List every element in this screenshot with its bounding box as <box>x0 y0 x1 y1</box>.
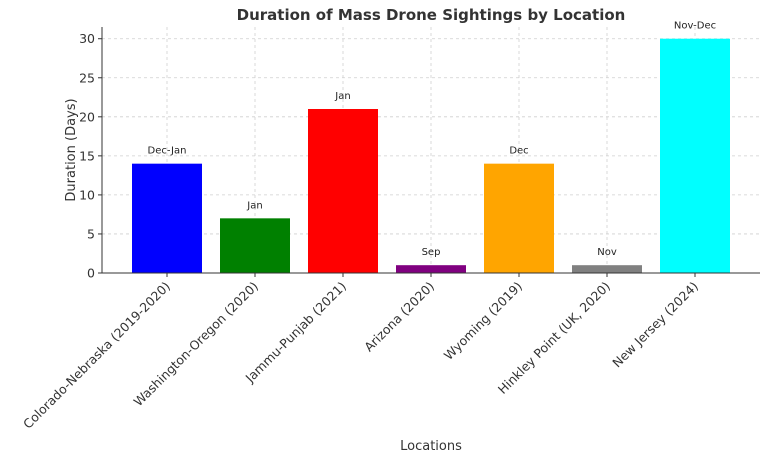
x-tick-label: New Jersey (2024) <box>609 279 701 371</box>
bar <box>308 109 378 273</box>
bar <box>572 265 642 273</box>
bar <box>132 163 202 273</box>
x-tick-label: Jammu-Punjab (2021) <box>242 279 349 386</box>
bar-data-label: Jan <box>246 200 262 211</box>
y-tick-label: 5 <box>87 226 95 241</box>
bar-data-label: Nov-Dec <box>674 21 716 32</box>
bar-data-label: Dec-Jan <box>148 146 187 157</box>
x-tick-label: Colorado-Nebraska (2019-2020) <box>20 279 173 432</box>
chart-title: Duration of Mass Drone Sightings by Loca… <box>237 6 626 24</box>
bars: Dec-Jan Jan Jan Sep Dec Nov Nov-Dec <box>132 21 730 273</box>
y-tick-label: 0 <box>87 266 95 281</box>
y-tick-label: 15 <box>79 148 95 163</box>
axes: 0 5 10 15 20 25 30 Colorado-Nebraska (2019-2020… <box>20 27 760 432</box>
bar-data-label: Nov <box>597 247 617 258</box>
x-axis-label: Locations <box>400 439 462 454</box>
x-tick-label: Arizona (2020) <box>361 279 437 355</box>
bar <box>220 218 290 273</box>
y-tick-label: 30 <box>79 31 95 46</box>
bar <box>484 163 554 273</box>
bar <box>396 265 466 273</box>
y-tick-label: 10 <box>79 187 95 202</box>
bar <box>660 38 730 273</box>
bar-data-label: Jan <box>334 91 350 102</box>
y-axis-label: Duration (Days) <box>64 98 79 201</box>
y-tick-label: 25 <box>79 70 95 85</box>
bar-data-label: Dec <box>509 146 528 157</box>
bar-data-label: Sep <box>422 247 441 258</box>
x-tick-label: Wyoming (2019) <box>441 279 525 363</box>
y-tick-label: 20 <box>79 109 95 124</box>
